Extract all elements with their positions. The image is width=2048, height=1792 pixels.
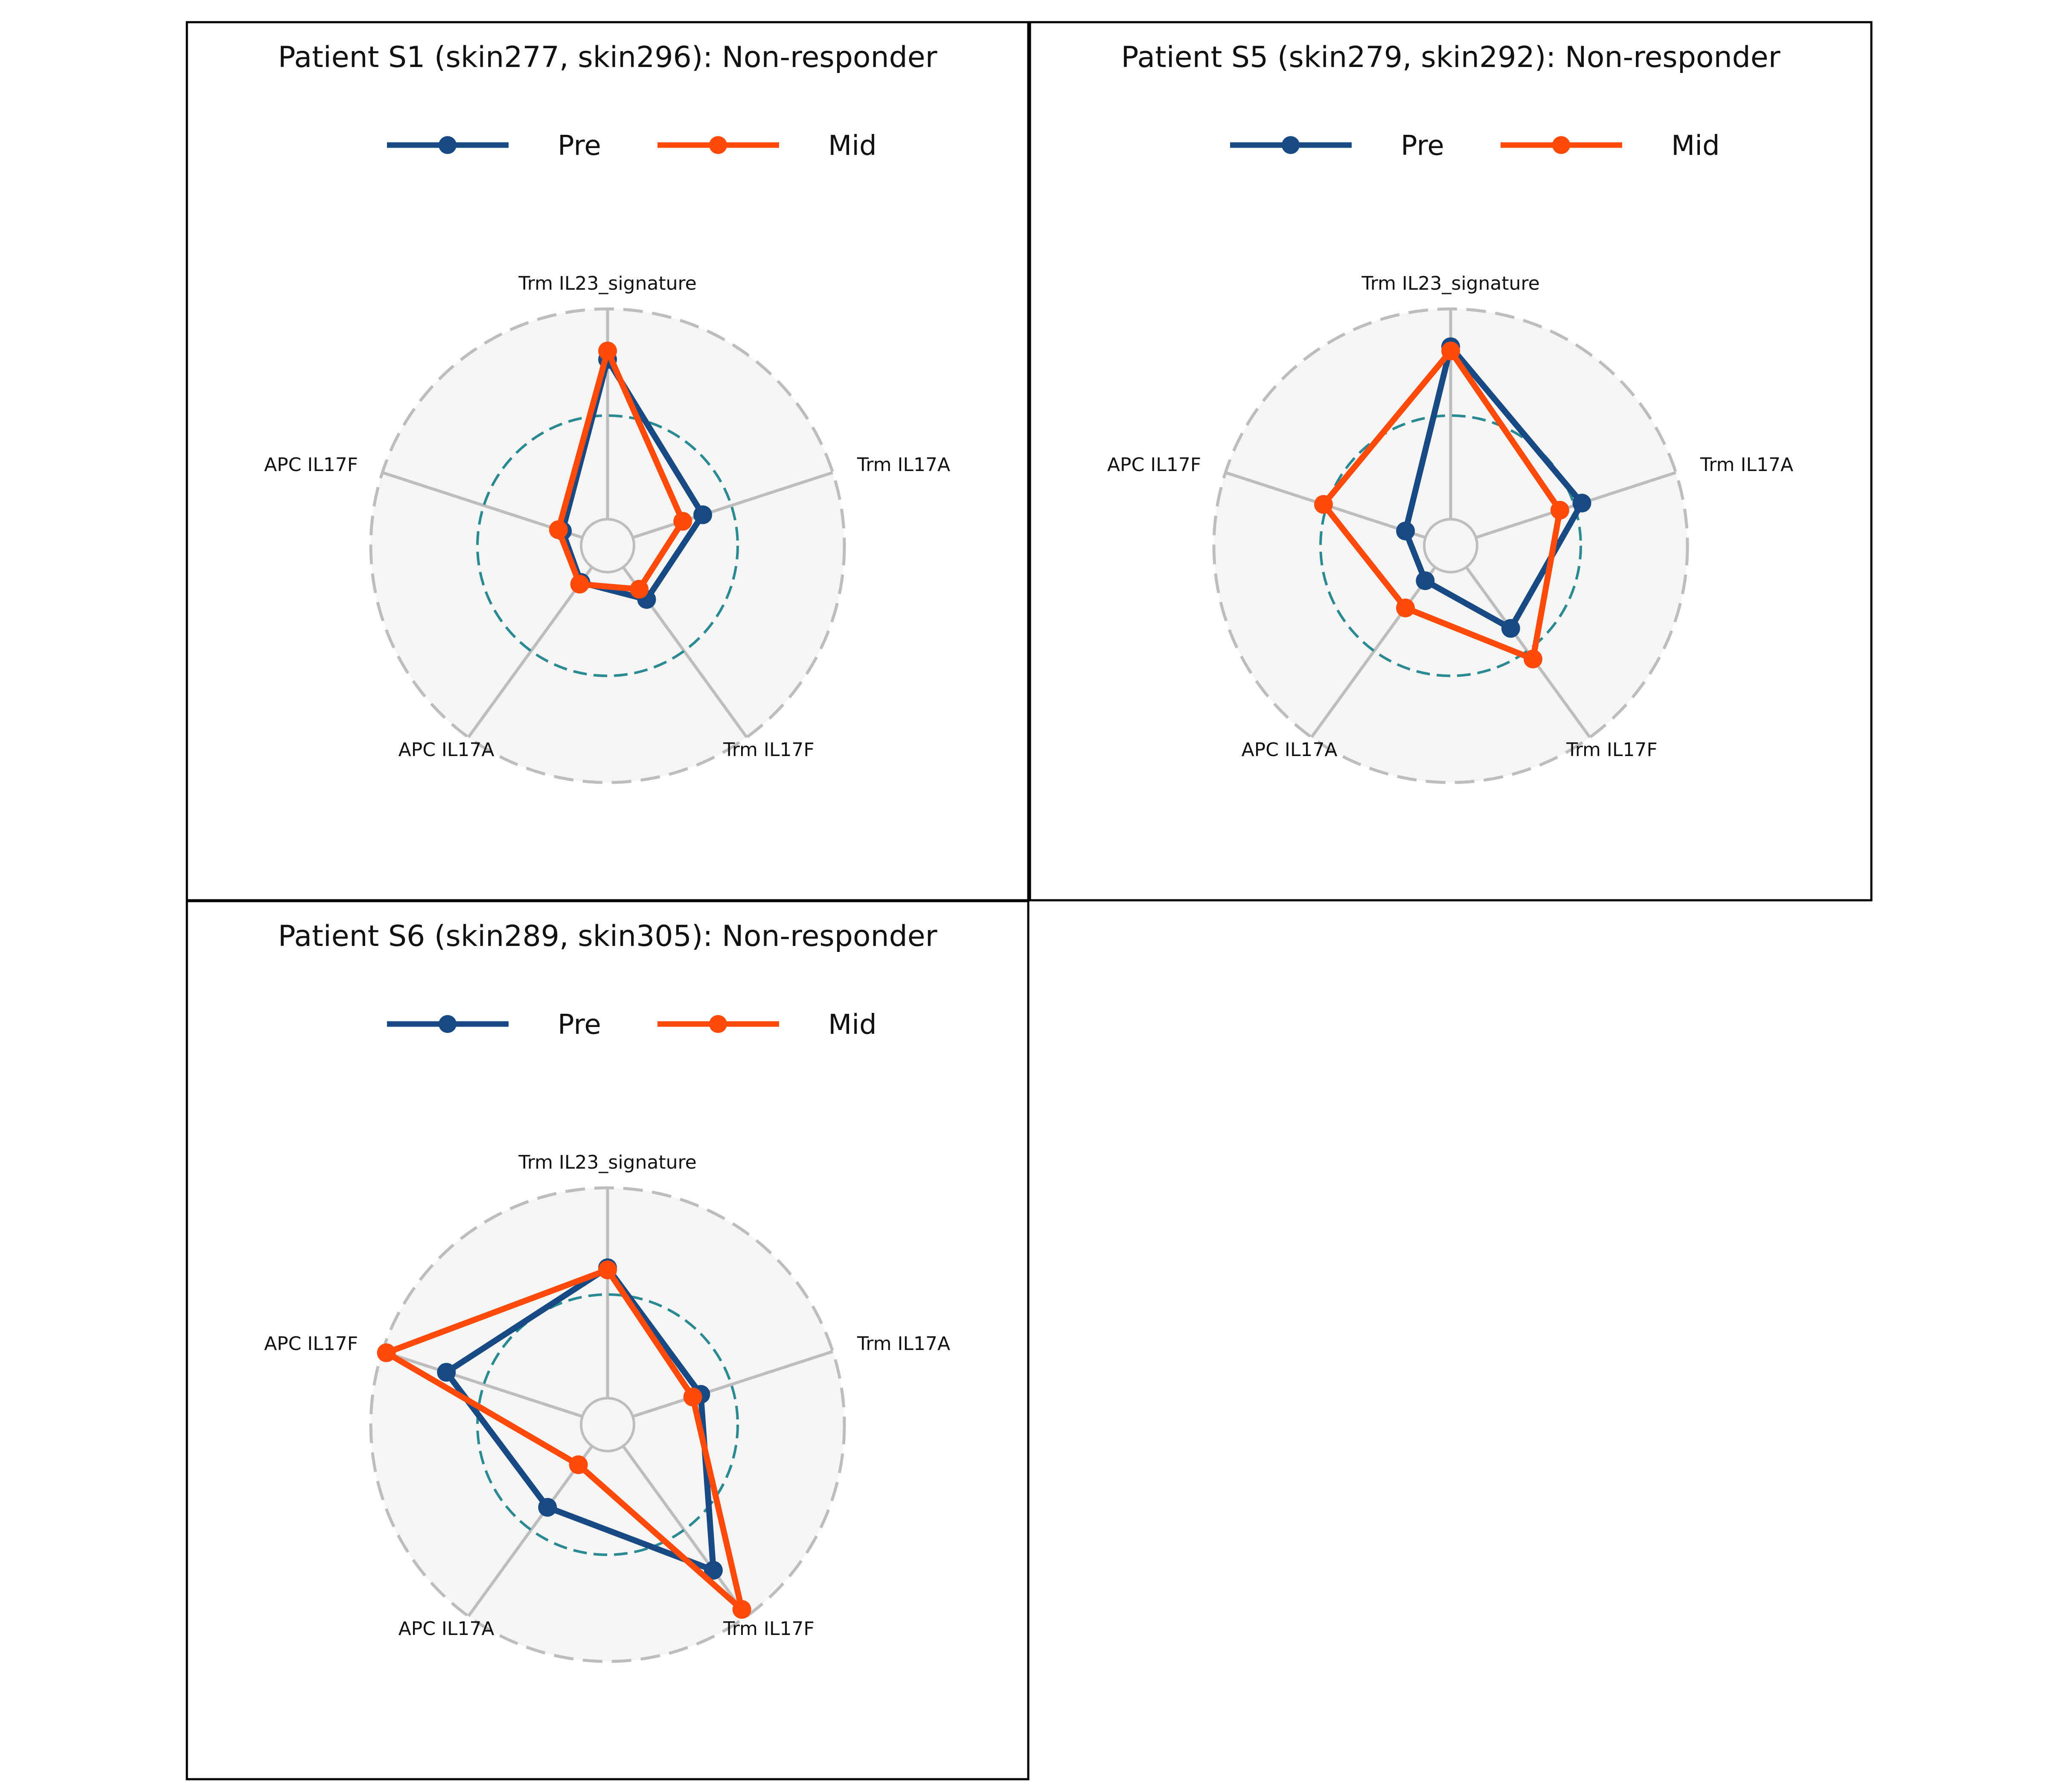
outer-ring: [369, 1186, 846, 1663]
data-point-mid-trm-il17f: [1523, 649, 1542, 669]
radar-background: [371, 309, 844, 783]
data-point-mid-apc-il17f: [1314, 495, 1333, 514]
data-point-mid-trm-il17a: [683, 1388, 702, 1407]
middle-ring: [476, 1293, 739, 1556]
inner-ring: [1423, 518, 1478, 573]
axis-label-apc-il17a: APC IL17A: [399, 739, 495, 761]
axis-label-apc-il17f: APC IL17F: [1107, 454, 1201, 476]
data-point-pre-trm-il17a: [693, 505, 713, 524]
axis-label-trm-il17f: Trm IL17F: [723, 739, 814, 761]
data-point-mid-apc-il17a: [570, 575, 589, 594]
data-point-mid-trm-il17f: [630, 580, 649, 599]
spoke-apc-il17a: [1310, 566, 1437, 739]
spoke-trm-il17a: [632, 1350, 833, 1418]
data-point-pre-trm-il17a: [1572, 494, 1591, 513]
series-line-mid: [555, 342, 687, 593]
legend-item-mid: Mid: [657, 1009, 877, 1041]
data-point-mid-trm-il23-signature: [598, 341, 617, 361]
spoke-apc-il17a: [467, 1445, 593, 1617]
panel-title: Patient S6 (skin289, skin305): Non-respo…: [278, 919, 937, 953]
data-point-mid-trm-il17f: [732, 1600, 751, 1619]
axis-label-trm-il17f: Trm IL17F: [723, 1618, 814, 1640]
legend-item-pre: Pre: [387, 1009, 601, 1041]
series-mid: [549, 341, 692, 599]
axis-label-apc-il17f: APC IL17F: [264, 454, 358, 476]
axis-label-apc-il17f: APC IL17F: [264, 1333, 358, 1355]
series-line-mid: [379, 1266, 747, 1618]
panel-title: Patient S5 (skin279, skin292): Non-respo…: [1121, 41, 1780, 74]
data-point-mid-apc-il17a: [569, 1455, 588, 1475]
spoke-trm-il17a: [632, 471, 833, 539]
legend-item-pre: Pre: [387, 130, 601, 162]
axis-label-trm-il17f: Trm IL17F: [1566, 739, 1657, 761]
data-point-pre-apc-il17f: [437, 1363, 456, 1382]
data-point-mid-apc-il17f: [377, 1343, 396, 1362]
legend-marker: [1552, 136, 1570, 154]
legend-label: Mid: [828, 130, 877, 162]
legend-label: Pre: [558, 1009, 601, 1041]
axis-label-trm-il17a: Trm IL17A: [857, 1333, 950, 1355]
radar-background: [1214, 309, 1687, 783]
data-point-pre-apc-il17a: [1416, 571, 1435, 591]
legend-item-mid: Mid: [657, 130, 877, 162]
series-line-mid: [1319, 346, 1563, 663]
spoke-apc-il17f: [382, 1350, 583, 1418]
inner-ring: [580, 518, 635, 573]
outer-ring: [1212, 307, 1689, 784]
data-point-pre-trm-il17f: [704, 1561, 723, 1580]
axis-label-trm-il23-signature: Trm IL23_signature: [518, 273, 696, 294]
series-line-pre: [1402, 340, 1585, 633]
legend-item-mid: Mid: [1501, 130, 1720, 162]
inner-ring: [580, 1397, 635, 1452]
spoke-trm-il17f: [622, 1445, 748, 1617]
legend-marker: [709, 136, 727, 154]
legend-label: Pre: [558, 130, 601, 162]
legend-item-pre: Pre: [1230, 130, 1444, 162]
data-point-pre-trm-il17f: [1501, 619, 1520, 638]
radar-panel-2: Patient S5 (skin279, skin292): Non-respo…: [1029, 21, 1873, 902]
axis-label-trm-il23-signature: Trm IL23_signature: [1361, 273, 1539, 294]
data-point-pre-apc-il17a: [538, 1498, 557, 1517]
legend-label: Pre: [1401, 130, 1444, 162]
middle-ring: [476, 414, 739, 677]
series-line-pre: [559, 352, 707, 603]
spoke-apc-il17f: [382, 471, 583, 539]
series-mid: [377, 1260, 751, 1619]
data-point-mid-trm-il17a: [673, 512, 692, 531]
series-line-pre: [442, 1263, 717, 1575]
data-point-mid-apc-il17a: [1396, 598, 1415, 617]
middle-ring: [1319, 414, 1582, 677]
panel-title: Patient S1 (skin277, skin296): Non-respo…: [278, 41, 937, 74]
axis-label-apc-il17a: APC IL17A: [1242, 739, 1338, 761]
legend-marker: [439, 136, 457, 154]
legend-marker: [439, 1015, 457, 1033]
radar-panel-3: Patient S6 (skin289, skin305): Non-respo…: [186, 900, 1030, 1780]
legend-marker: [1282, 136, 1300, 154]
axis-label-trm-il17a: Trm IL17A: [857, 454, 950, 476]
spoke-apc-il17a: [467, 566, 593, 739]
data-point-mid-apc-il17f: [549, 520, 568, 539]
legend-label: Mid: [828, 1009, 877, 1041]
data-point-mid-trm-il17a: [1550, 500, 1569, 520]
outer-ring: [369, 307, 846, 784]
data-point-mid-trm-il23-signature: [598, 1260, 617, 1280]
data-point-mid-trm-il23-signature: [1441, 341, 1460, 361]
data-point-pre-apc-il17f: [1396, 521, 1415, 541]
axis-label-trm-il17a: Trm IL17A: [1700, 454, 1793, 476]
axis-label-apc-il17a: APC IL17A: [399, 1618, 495, 1640]
series-mid: [1314, 341, 1569, 669]
radar-panel-1: Patient S1 (skin277, skin296): Non-respo…: [186, 21, 1030, 902]
axis-label-trm-il23-signature: Trm IL23_signature: [518, 1152, 696, 1173]
legend-marker: [709, 1015, 727, 1033]
legend-label: Mid: [1671, 130, 1720, 162]
